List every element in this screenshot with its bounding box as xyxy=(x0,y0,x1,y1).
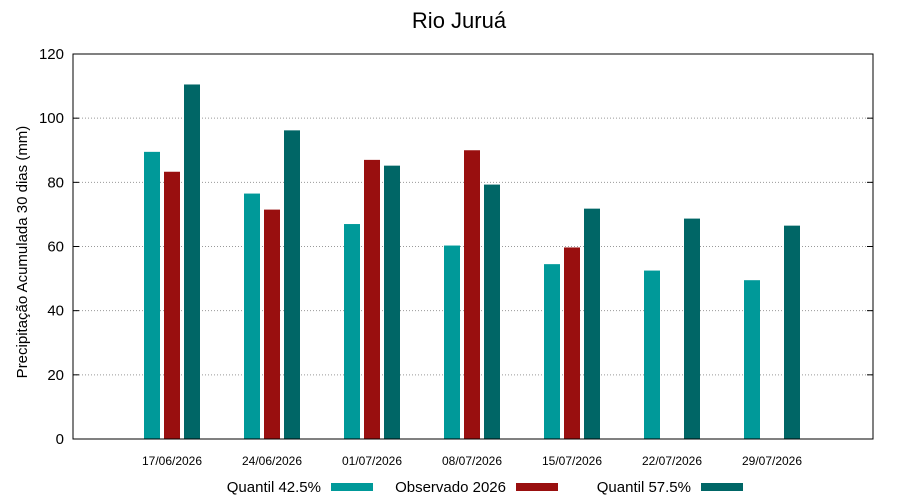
bar-quantil-57-5 xyxy=(284,130,300,439)
bar-quantil-57-5 xyxy=(784,225,800,439)
bar-quantil-57-5 xyxy=(484,184,500,439)
legend-label-quantil-42-5: Quantil 42.5% xyxy=(227,479,321,496)
x-tick-label: 22/07/2026 xyxy=(642,454,702,468)
legend-label-observado-2026: Observado 2026 xyxy=(395,479,506,496)
x-tick-label: 15/07/2026 xyxy=(542,454,602,468)
x-tick-label: 08/07/2026 xyxy=(442,454,502,468)
bar-quantil-57-5 xyxy=(384,165,400,439)
bar-quantil-42-5 xyxy=(244,193,260,439)
legend-label-quantil-57-5: Quantil 57.5% xyxy=(597,479,691,496)
x-axis-ticks: 17/06/2026 24/06/2026 01/07/2026 08/07/2026… xyxy=(142,454,802,468)
y-tick-label: 100 xyxy=(39,110,64,127)
y-tick-label: 40 xyxy=(47,303,64,320)
x-tick-label: 24/06/2026 xyxy=(242,454,302,468)
legend: Quantil 42.5% Observado 2026 Quantil 57.5% xyxy=(227,479,743,496)
bars xyxy=(144,84,800,440)
y-tick-label: 80 xyxy=(47,174,64,191)
bar-quantil-42-5 xyxy=(544,264,560,439)
bar-observado-2026 xyxy=(364,159,380,439)
bar-observado-2026 xyxy=(164,171,180,439)
y-tick-label: 120 xyxy=(39,46,64,63)
y-tick-label: 60 xyxy=(47,239,64,256)
bar-quantil-42-5 xyxy=(344,224,360,439)
legend-swatch-quantil-42-5 xyxy=(331,483,373,491)
bar-observado-2026 xyxy=(564,247,580,439)
legend-swatch-observado-2026 xyxy=(516,483,558,491)
x-tick-label: 01/07/2026 xyxy=(342,454,402,468)
bar-quantil-57-5 xyxy=(684,218,700,439)
chart-title: Rio Juruá xyxy=(412,8,507,33)
bar-quantil-57-5 xyxy=(184,84,200,440)
y-tick-label: 0 xyxy=(56,431,64,448)
bar-quantil-42-5 xyxy=(744,280,760,439)
x-tick-label: 29/07/2026 xyxy=(742,454,802,468)
legend-swatch-quantil-57-5 xyxy=(701,483,743,491)
y-axis-ticks: 0 20 40 60 80 100 120 xyxy=(39,46,873,448)
bar-observado-2026 xyxy=(264,209,280,439)
x-tick-label: 17/06/2026 xyxy=(142,454,202,468)
y-tick-label: 20 xyxy=(47,367,64,384)
bar-quantil-57-5 xyxy=(584,208,600,439)
bar-observado-2026 xyxy=(464,150,480,439)
bar-quantil-42-5 xyxy=(644,270,660,439)
bar-quantil-42-5 xyxy=(144,151,160,439)
y-axis-label: Precipitação Acumulada 30 dias (mm) xyxy=(14,126,31,379)
bar-quantil-42-5 xyxy=(444,245,460,439)
